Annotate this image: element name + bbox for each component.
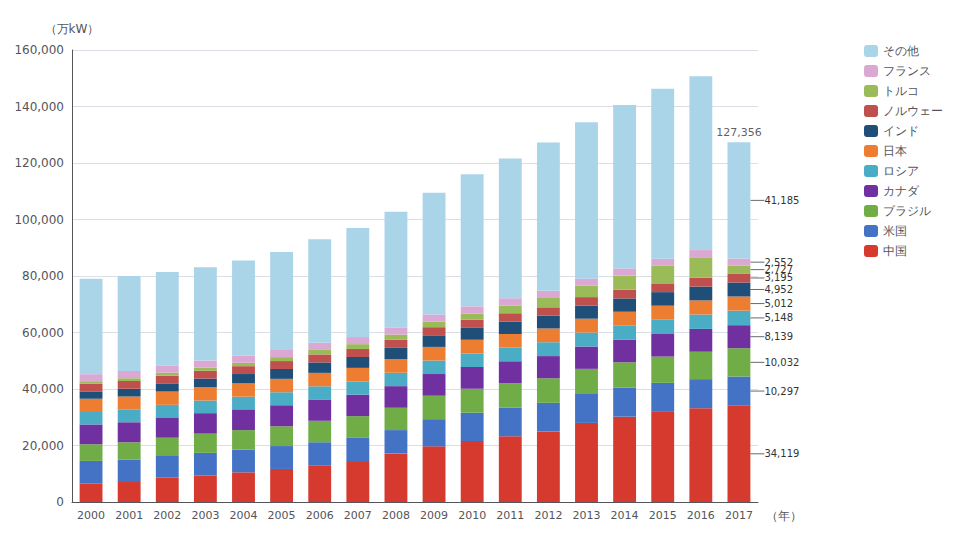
svg-text:日本: 日本 [883, 144, 907, 158]
svg-text:2005: 2005 [268, 509, 296, 522]
svg-text:3,195: 3,195 [764, 272, 793, 284]
svg-text:2016: 2016 [687, 509, 715, 522]
svg-text:その他: その他 [883, 44, 919, 58]
svg-text:4,952: 4,952 [764, 284, 793, 295]
svg-text:0: 0 [56, 495, 64, 509]
svg-text:10,297: 10,297 [764, 386, 799, 397]
svg-text:2,552: 2,552 [764, 257, 793, 268]
svg-text:トルコ: トルコ [883, 84, 919, 98]
svg-text:（万kW）: （万kW） [45, 22, 100, 36]
svg-text:5,012: 5,012 [764, 298, 793, 309]
svg-text:41,185: 41,185 [764, 195, 799, 206]
svg-text:ブラジル: ブラジル [883, 204, 931, 218]
svg-text:ロシア: ロシア [883, 164, 919, 178]
svg-text:インド: インド [883, 124, 919, 138]
svg-text:2003: 2003 [191, 509, 219, 522]
svg-text:20,000: 20,000 [22, 439, 64, 453]
svg-text:160,000: 160,000 [14, 43, 64, 57]
svg-text:2011: 2011 [496, 509, 524, 522]
svg-text:2004: 2004 [230, 509, 258, 522]
svg-text:2002: 2002 [153, 509, 181, 522]
svg-text:2000: 2000 [77, 509, 105, 522]
svg-text:140,000: 140,000 [14, 100, 64, 114]
svg-text:60,000: 60,000 [22, 326, 64, 340]
svg-text:ノルウェー: ノルウェー [883, 104, 943, 118]
svg-text:2006: 2006 [306, 509, 334, 522]
svg-text:5,148: 5,148 [764, 312, 793, 323]
svg-text:40,000: 40,000 [22, 382, 64, 396]
svg-text:2013: 2013 [573, 509, 601, 522]
svg-text:10,032: 10,032 [764, 357, 799, 368]
svg-text:34,119: 34,119 [764, 448, 799, 459]
svg-text:80,000: 80,000 [22, 269, 64, 283]
svg-text:（年）: （年） [766, 509, 802, 523]
svg-text:100,000: 100,000 [14, 213, 64, 227]
svg-text:2010: 2010 [458, 509, 486, 522]
svg-text:2008: 2008 [382, 509, 410, 522]
svg-text:2007: 2007 [344, 509, 372, 522]
svg-text:127,356: 127,356 [716, 126, 762, 139]
svg-text:フランス: フランス [883, 64, 931, 78]
svg-text:カナダ: カナダ [883, 184, 920, 198]
svg-text:2001: 2001 [115, 509, 143, 522]
svg-text:2014: 2014 [611, 509, 639, 522]
svg-text:8,139: 8,139 [764, 331, 793, 342]
svg-text:2009: 2009 [420, 509, 448, 522]
svg-text:2012: 2012 [534, 509, 562, 522]
svg-text:米国: 米国 [883, 224, 907, 238]
svg-text:120,000: 120,000 [14, 156, 64, 170]
svg-text:中国: 中国 [883, 244, 907, 258]
svg-text:2017: 2017 [725, 509, 753, 522]
svg-text:2015: 2015 [649, 509, 677, 522]
svg-text:2,727: 2,727 [764, 264, 793, 276]
